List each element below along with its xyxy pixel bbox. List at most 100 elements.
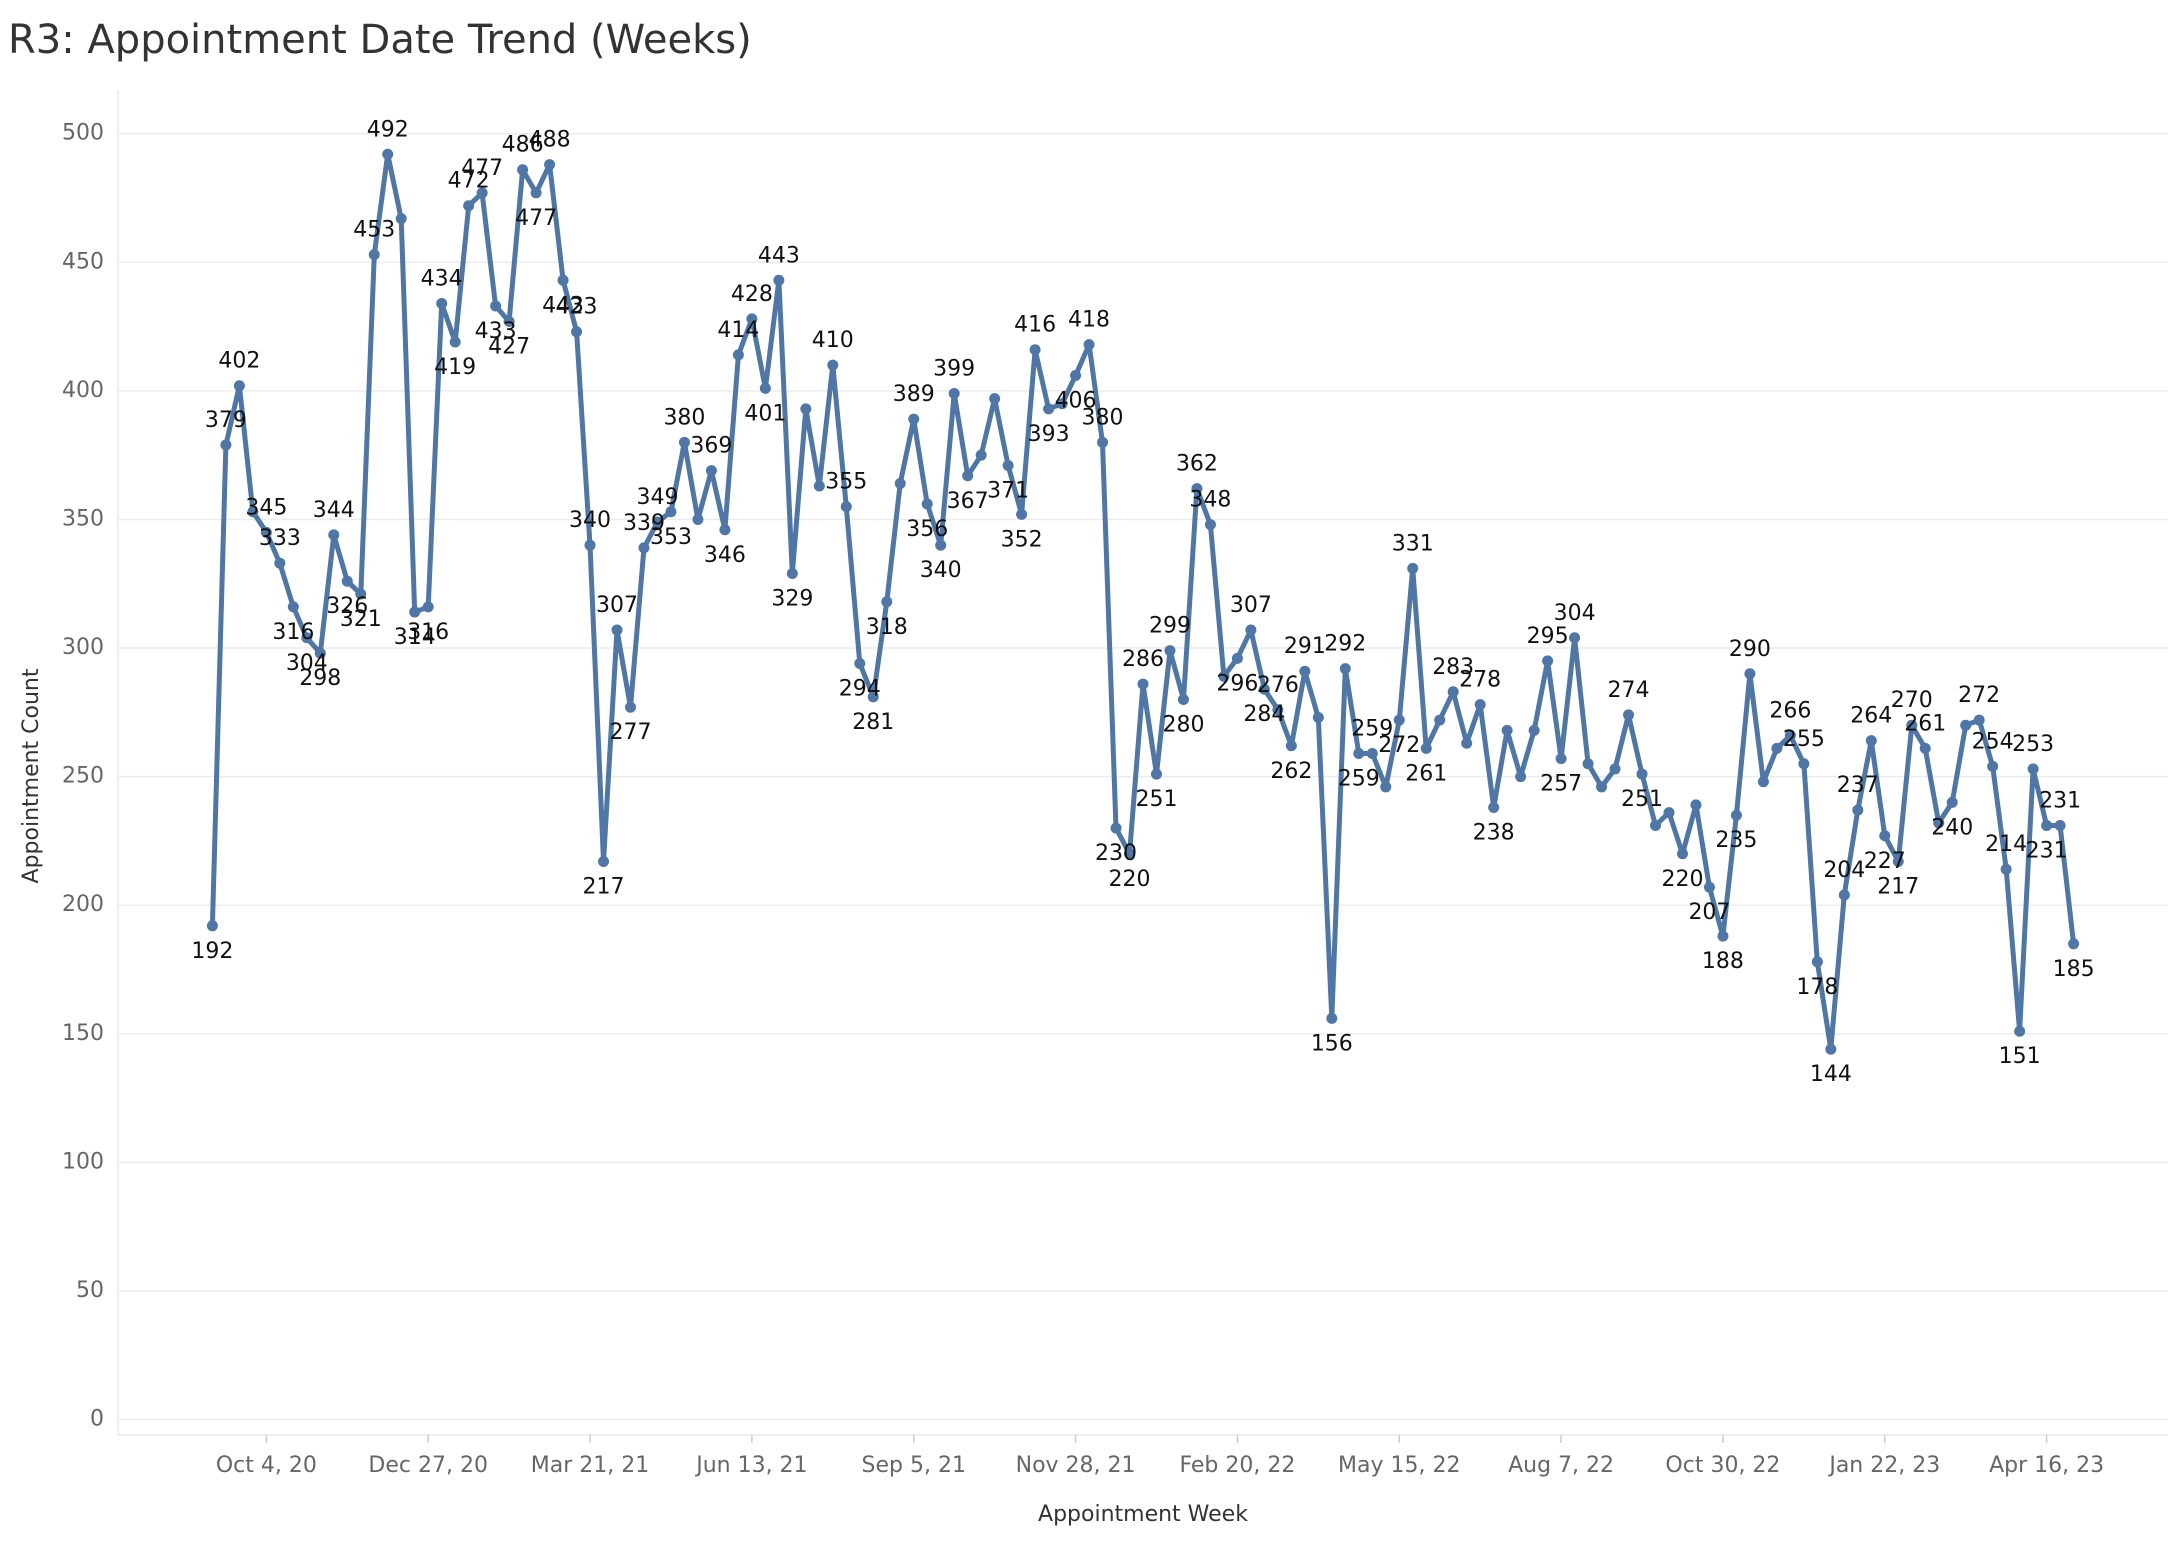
data-label: 270	[1891, 688, 1933, 713]
data-point	[611, 624, 623, 636]
data-label: 304	[286, 651, 328, 676]
data-label: 488	[529, 128, 571, 153]
data-label: 340	[569, 508, 611, 533]
data-label: 307	[596, 593, 638, 618]
y-tick-label: 0	[90, 1407, 104, 1432]
data-label: 353	[650, 525, 692, 550]
data-point	[598, 856, 610, 868]
data-point	[1973, 714, 1985, 726]
y-tick-label: 300	[62, 635, 104, 660]
data-point	[1218, 670, 1230, 682]
data-point	[1636, 768, 1648, 780]
data-point	[1312, 711, 1324, 723]
data-label: 362	[1176, 452, 1218, 477]
data-point	[2068, 938, 2080, 950]
data-label: 231	[2039, 789, 2081, 814]
y-tick-label: 350	[62, 506, 104, 531]
data-label: 261	[1405, 761, 1447, 786]
data-point	[1528, 724, 1540, 736]
data-point	[746, 313, 758, 325]
data-point	[1811, 956, 1823, 968]
data-point	[382, 148, 394, 160]
data-label: 217	[1877, 875, 1919, 900]
data-label: 399	[933, 356, 975, 381]
data-point	[1097, 436, 1109, 448]
data-label: 251	[1135, 787, 1177, 812]
data-point	[206, 920, 218, 932]
data-point	[436, 297, 448, 309]
data-point	[692, 513, 704, 525]
data-label: 443	[758, 243, 800, 268]
x-tick-label: Sep 5, 21	[862, 1453, 966, 1478]
data-point	[503, 315, 515, 327]
data-label: 329	[771, 586, 813, 611]
y-tick-label: 200	[62, 892, 104, 917]
data-point	[1447, 686, 1459, 698]
data-point	[975, 449, 987, 461]
data-label: 453	[353, 218, 395, 243]
data-label: 230	[1095, 841, 1137, 866]
data-point	[1366, 747, 1378, 759]
data-label: 331	[1392, 531, 1434, 556]
x-tick-label: Jun 13, 21	[694, 1453, 807, 1478]
data-point	[2054, 820, 2066, 832]
x-tick-label: Mar 21, 21	[531, 1453, 649, 1478]
data-label: 371	[987, 478, 1029, 503]
data-point	[1596, 781, 1608, 793]
data-label: 389	[893, 382, 935, 407]
data-label: 344	[313, 498, 355, 523]
data-point	[355, 588, 367, 600]
data-label: 286	[1122, 647, 1164, 672]
data-label: 492	[367, 117, 409, 142]
data-point	[1919, 742, 1931, 754]
data-label: 427	[488, 334, 530, 359]
data-point	[301, 632, 313, 644]
data-point	[840, 501, 852, 513]
data-label: 240	[1931, 815, 1973, 840]
data-label: 264	[1850, 704, 1892, 729]
data-label: 235	[1715, 828, 1757, 853]
series-line	[209, 151, 2077, 1052]
data-point	[476, 187, 488, 199]
data-point	[1623, 709, 1635, 721]
y-tick-label: 100	[62, 1149, 104, 1174]
data-point	[1757, 776, 1769, 788]
data-point	[2000, 863, 2012, 875]
data-point	[1960, 719, 1972, 731]
data-label: 356	[906, 517, 948, 542]
data-point	[854, 657, 866, 669]
data-label: 419	[434, 355, 476, 380]
data-point	[1474, 699, 1486, 711]
data-label: 151	[1999, 1044, 2041, 1069]
data-label: 266	[1769, 698, 1811, 723]
y-axis-title: Appointment Count	[19, 668, 44, 883]
x-tick-label: Jan 22, 23	[1827, 1453, 1940, 1478]
data-label: 188	[1702, 949, 1744, 974]
data-point	[1784, 729, 1796, 741]
data-label: 352	[1001, 527, 1043, 552]
y-tick-label: 250	[62, 764, 104, 789]
data-label: 217	[583, 875, 625, 900]
data-point	[584, 539, 596, 551]
data-point	[1676, 848, 1688, 860]
data-point	[1515, 771, 1527, 783]
data-label: 291	[1284, 634, 1326, 659]
data-point	[1501, 724, 1513, 736]
data-label: 207	[1688, 900, 1730, 925]
x-tick-label: Dec 27, 20	[368, 1453, 488, 1478]
data-label: 380	[663, 405, 705, 430]
data-label: 414	[717, 318, 759, 343]
data-point	[1906, 719, 1918, 731]
data-label: 349	[636, 485, 678, 510]
data-point	[1555, 753, 1567, 765]
data-point	[1744, 668, 1756, 680]
data-point	[948, 387, 960, 399]
y-tick-label: 500	[62, 121, 104, 146]
data-point	[1002, 459, 1014, 471]
y-tick-label: 150	[62, 1021, 104, 1046]
data-point	[1569, 632, 1581, 644]
data-label: 237	[1837, 773, 1879, 798]
data-point	[1299, 665, 1311, 677]
data-label: 227	[1864, 849, 1906, 874]
data-point	[1407, 562, 1419, 574]
